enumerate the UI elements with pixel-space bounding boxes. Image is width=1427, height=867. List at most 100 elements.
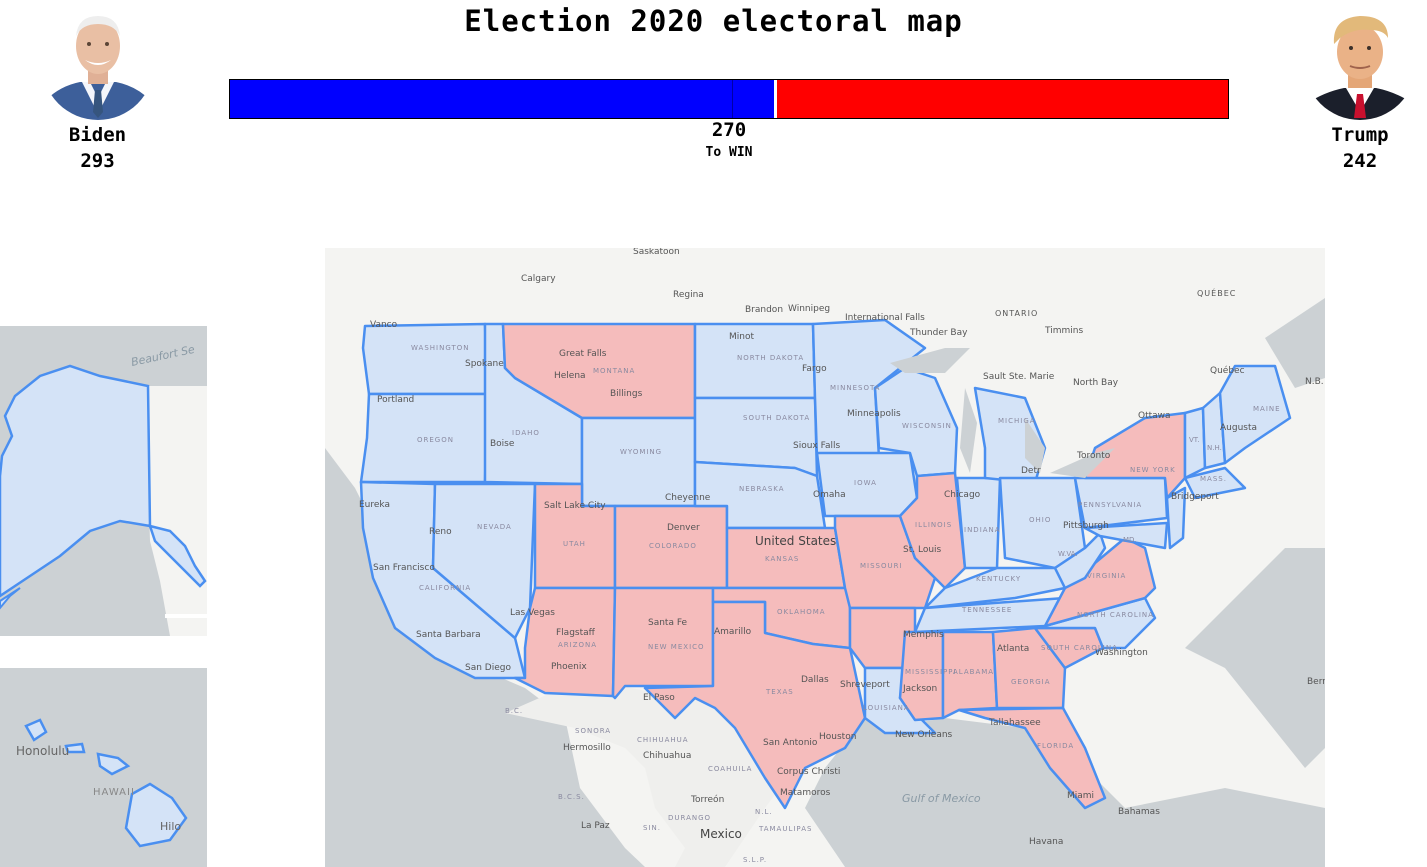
map-label-bridgeport: Bridgeport: [1171, 492, 1219, 502]
map-label-bc: B.C.: [505, 707, 523, 715]
map-label-denver: Denver: [667, 523, 700, 533]
map-label-reno: Reno: [429, 527, 452, 537]
map-label-virginia: VIRGINIA: [1087, 572, 1126, 580]
map-label-memphis: Memphis: [903, 630, 944, 640]
map-label-salt-lake: Salt Lake City: [544, 501, 606, 511]
state-west-virginia[interactable]: [1053, 531, 1107, 590]
biden-bar-segment: [230, 80, 774, 118]
map-label-maine: MAINE: [1253, 405, 1281, 413]
map-label-mass: MASS.: [1200, 475, 1227, 483]
map-label-washington: WASHINGTON: [411, 344, 470, 352]
map-label-jackson: Jackson: [902, 684, 937, 694]
map-label-bahamas: Bahamas: [1118, 807, 1160, 817]
map-label-north-carolina: NORTH CAROLINA: [1077, 611, 1154, 619]
map-label-minneapolis: Minneapolis: [847, 409, 901, 419]
map-label-spokane: Spokane: [465, 359, 504, 369]
map-label-minot: Minot: [729, 332, 754, 342]
state-alaska[interactable]: [0, 364, 152, 598]
map-label-alabama: ALABAMA: [953, 668, 994, 676]
map-label-corpus-christi: Corpus Christi: [777, 767, 840, 777]
map-label-florida: FLORIDA: [1037, 742, 1074, 750]
map-label-pennsylvania: PENNSYLVANIA: [1078, 501, 1142, 509]
map-label-dallas: Dallas: [801, 675, 829, 685]
map-label-fargo: Fargo: [802, 364, 827, 374]
map-label-wyoming: WYOMING: [620, 448, 662, 456]
map-label-gulf-text: Gulf of Mexico: [902, 792, 981, 805]
state-oregon[interactable]: [359, 392, 489, 484]
map-label-mexico: Mexico: [700, 827, 742, 841]
state-maine[interactable]: [1218, 364, 1292, 465]
state-new-jersey[interactable]: [1165, 486, 1187, 550]
map-label-timmins: Timmins: [1044, 326, 1083, 336]
map-label-hilo: Hilo: [160, 820, 181, 833]
alaska-map[interactable]: Beaufort Se: [0, 326, 207, 636]
map-label-la-paz: La Paz: [581, 821, 610, 831]
trump-votes: 242: [1342, 150, 1378, 172]
map-label-bermuda: Berr: [1307, 677, 1325, 687]
biden-votes: 293: [80, 150, 115, 172]
map-label-houston: Houston: [819, 732, 856, 742]
state-north-carolina[interactable]: [1033, 596, 1157, 650]
map-label-wva: W.VA.: [1058, 550, 1078, 558]
map-label-amarillo: Amarillo: [714, 627, 752, 637]
map-label-eureka: Eureka: [359, 500, 390, 510]
map-label-detroit: Detr: [1021, 466, 1041, 476]
map-label-sault: Sault Ste. Marie: [983, 372, 1055, 382]
map-label-billings: Billings: [610, 389, 643, 399]
state-nevada[interactable]: [431, 482, 537, 640]
state-mississippi[interactable]: [898, 630, 945, 722]
map-label-st-louis: St. Louis: [903, 545, 942, 555]
map-label-texas: TEXAS: [765, 688, 794, 696]
map-label-united-states: United States: [755, 534, 836, 548]
map-label-bcs: B.C.S.: [558, 793, 585, 801]
state-georgia[interactable]: [991, 626, 1067, 710]
us-map[interactable]: Saskatoon Calgary Regina Brandon Winnipe…: [325, 248, 1325, 867]
bar-gap: [773, 80, 777, 118]
win-threshold-marker: [732, 80, 733, 118]
map-label-las-vegas: Las Vegas: [510, 608, 555, 618]
map-label-nl: N.L.: [755, 808, 773, 816]
map-label-nh: N.H.: [1207, 444, 1222, 452]
page-title: Election 2020 electoral map: [464, 4, 963, 38]
map-label-tennessee: TENNESSEE: [961, 606, 1012, 614]
map-label-matamoros: Matamoros: [780, 788, 831, 798]
map-label-shreveport: Shreveport: [840, 680, 890, 690]
map-label-calgary: Calgary: [521, 274, 556, 284]
biden-avatar: [41, 8, 154, 120]
map-label-augusta: Augusta: [1220, 423, 1257, 433]
map-label-north-bay: North Bay: [1073, 378, 1119, 388]
map-label-kentucky: KENTUCKY: [976, 575, 1021, 583]
map-label-iowa: IOWA: [854, 479, 877, 487]
map-label-mississippi: MISSISSIPPI: [905, 668, 957, 676]
map-label-santa-fe: Santa Fe: [648, 618, 688, 628]
state-hawaii[interactable]: [124, 782, 188, 848]
map-label-montana: MONTANA: [593, 367, 635, 375]
map-label-hawaii: HAWAII: [93, 787, 135, 798]
map-label-thunder-bay: Thunder Bay: [909, 328, 968, 338]
state-illinois[interactable]: [898, 471, 967, 590]
map-label-atlanta: Atlanta: [997, 644, 1029, 654]
state-maryland[interactable]: [1083, 521, 1169, 550]
map-label-quebec-city: Québec: [1210, 365, 1245, 376]
state-new-york[interactable]: [1083, 411, 1187, 500]
map-label-sioux-falls: Sioux Falls: [793, 441, 840, 451]
map-label-north-dakota: NORTH DAKOTA: [737, 354, 804, 362]
map-label-idaho: IDAHO: [512, 429, 540, 437]
map-label-south-carolina: SOUTH CAROLINA: [1041, 644, 1118, 652]
map-label-indiana: INDIANA: [964, 526, 1001, 534]
map-label-colorado: COLORADO: [649, 542, 697, 550]
map-label-santa-barbara: Santa Barbara: [416, 630, 481, 640]
map-label-gulf: Gulf of Mexico: [902, 792, 981, 805]
map-label-intl-falls: International Falls: [845, 313, 925, 323]
map-label-sonora: SONORA: [575, 727, 611, 735]
state-massachusetts[interactable]: [1183, 466, 1247, 500]
hawaii-map[interactable]: Honolulu HAWAII Hilo: [0, 668, 207, 867]
map-label-tallahassee: Tallahassee: [988, 718, 1041, 728]
map-label-oklahoma: OKLAHOMA: [777, 608, 826, 616]
map-label-california: CALIFORNIA: [419, 584, 471, 592]
map-label-torreon: Torreón: [690, 794, 724, 805]
map-label-tamaulipas: TAMAULIPAS: [758, 825, 812, 833]
map-label-portland: Portland: [377, 395, 414, 405]
state-texas[interactable]: [643, 600, 867, 810]
state-florida[interactable]: [957, 706, 1107, 810]
